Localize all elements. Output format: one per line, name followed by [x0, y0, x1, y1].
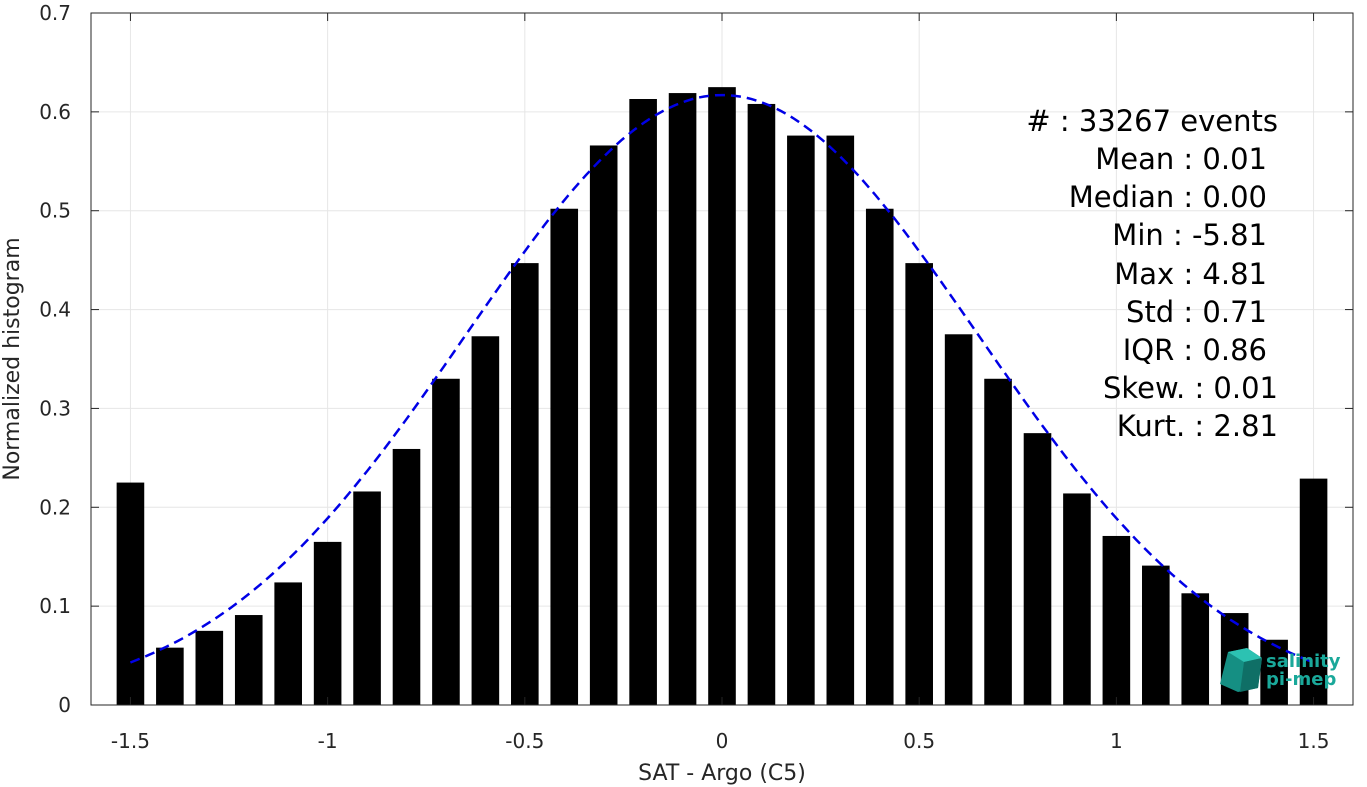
histogram-bar: [274, 582, 302, 705]
x-tick-label: 0: [716, 729, 729, 753]
histogram-bar: [432, 378, 460, 705]
histogram-bar: [747, 103, 776, 706]
stat-mean: Mean : 0.01: [1095, 142, 1267, 176]
histogram-bar: [708, 87, 736, 705]
histogram-bar: [234, 615, 263, 705]
histogram-bar: [1063, 493, 1091, 705]
stat-std: Std : 0.71: [1126, 295, 1267, 329]
histogram-bar: [550, 208, 579, 706]
stat-median: Median : 0.00: [1069, 180, 1267, 214]
y-tick-label: 0.7: [39, 1, 71, 25]
y-tick-label: 0: [58, 693, 71, 717]
histogram-bar: [392, 448, 421, 705]
histogram-bar: [865, 208, 894, 706]
histogram-bar: [1299, 478, 1328, 705]
histogram-bar: [826, 135, 855, 705]
stat-iqr: IQR : 0.86: [1123, 333, 1267, 367]
y-axis-ticks: 0 0.1 0.2 0.3 0.4 0.5 0.6 0.7: [39, 1, 1353, 717]
x-axis-ticks: -1.5 -1 -0.5 0 0.5 1 1.5: [111, 13, 1330, 753]
gaussian-fit-curve: [129, 93, 1315, 664]
histogram-bar: [195, 630, 224, 705]
y-axis-label: Normalized histogram: [0, 237, 25, 480]
histogram-bar: [1181, 593, 1210, 705]
bar-series: [116, 87, 1328, 706]
stat-kurt: Kurt. : 2.81: [1117, 409, 1278, 443]
y-tick-label: 0.1: [39, 594, 71, 618]
logo-line2: pi-mep: [1266, 669, 1336, 690]
histogram-bar: [471, 336, 500, 705]
x-tick-label: -1: [318, 729, 338, 753]
x-tick-label: -0.5: [505, 729, 544, 753]
stat-events: # : 33267 events: [1026, 104, 1278, 138]
histogram-bar: [905, 263, 933, 705]
x-axis-label: SAT - Argo (C5): [638, 761, 806, 786]
histogram-bar: [984, 378, 1012, 705]
y-tick-label: 0.3: [39, 396, 71, 420]
y-tick-label: 0.6: [39, 100, 71, 124]
histogram-bar: [1102, 535, 1131, 705]
histogram-bar: [353, 491, 381, 705]
histogram-bar: [944, 334, 973, 705]
stat-skew: Skew. : 0.01: [1103, 371, 1278, 405]
stat-max: Max : 4.81: [1114, 257, 1267, 291]
histogram-bar: [1023, 433, 1052, 705]
salinity-pimep-logo: salinity pi-mep: [1220, 648, 1341, 692]
histogram-bar: [787, 135, 815, 705]
y-tick-label: 0.2: [39, 495, 71, 519]
x-tick-label: 1.5: [1298, 729, 1330, 753]
histogram-bar: [313, 541, 342, 705]
histogram-bar: [629, 99, 657, 705]
histogram-bar: [156, 647, 184, 705]
logo-line1: salinity: [1266, 651, 1341, 672]
x-tick-label: 0.5: [903, 729, 935, 753]
histogram-bar: [1260, 639, 1288, 705]
histogram-bar: [668, 93, 697, 706]
y-tick-label: 0.4: [39, 298, 71, 322]
stat-min: Min : -5.81: [1112, 218, 1267, 252]
histogram-bar: [589, 145, 618, 705]
stats-box: # : 33267 events Mean : 0.01 Median : 0.…: [1026, 104, 1278, 443]
histogram-bar: [1142, 565, 1170, 705]
x-tick-label: 1: [1110, 729, 1123, 753]
histogram-bar: [511, 263, 539, 705]
y-tick-label: 0.5: [39, 199, 71, 223]
cube-icon: [1220, 648, 1262, 692]
x-tick-label: -1.5: [111, 729, 150, 753]
histogram-bar: [116, 482, 145, 705]
